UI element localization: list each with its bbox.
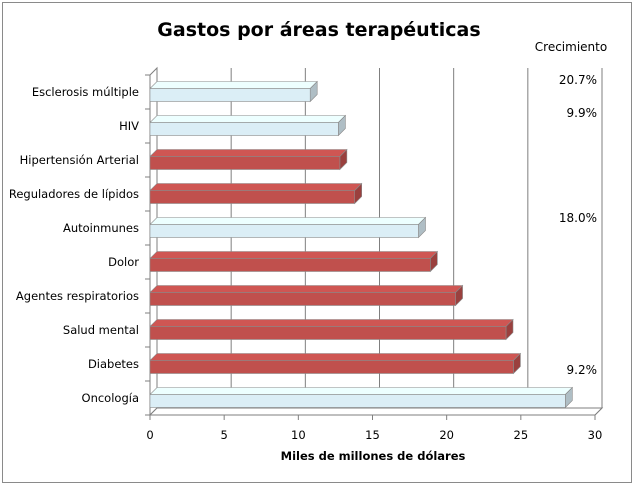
- growth-label: 18.0%: [559, 211, 597, 225]
- bar-front: [149, 156, 341, 170]
- bar: [149, 352, 522, 375]
- chart-title: Gastos por áreas terapéuticas: [157, 19, 480, 41]
- category-labels: Esclerosis múltiple HIV Hipertensión Arter…: [9, 85, 139, 405]
- growth-label: 9.9%: [567, 106, 598, 120]
- bar-top: [149, 251, 439, 259]
- bar-top: [149, 183, 363, 191]
- category-label: Autoinmunes: [63, 221, 139, 235]
- bar-front: [149, 224, 419, 238]
- category-label: Diabetes: [88, 357, 139, 371]
- bar-front: [149, 88, 311, 102]
- bar-top: [149, 115, 347, 123]
- bar-top: [149, 285, 464, 293]
- bar-top: [149, 319, 514, 327]
- bar: [149, 80, 318, 103]
- bar: [149, 182, 363, 205]
- x-tick-label: 0: [146, 428, 153, 442]
- x-tick-label: 30: [588, 428, 603, 442]
- bars: [149, 80, 574, 409]
- bar-top: [149, 387, 574, 395]
- growth-label: 20.7%: [559, 73, 597, 87]
- x-tick-label: 25: [514, 428, 529, 442]
- growth-labels: 20.7% 9.9% 18.0% 9.2%: [559, 73, 597, 377]
- x-tick-label: 10: [291, 428, 306, 442]
- category-label: Oncología: [82, 391, 139, 405]
- bar-front: [149, 258, 431, 272]
- category-label: Dolor: [108, 255, 139, 269]
- bar: [149, 250, 439, 273]
- bar-top: [149, 217, 427, 225]
- category-label: Salud mental: [63, 323, 139, 337]
- bar: [149, 318, 514, 341]
- bar-front: [149, 292, 456, 306]
- bar: [149, 386, 574, 409]
- x-tick-label: 5: [221, 428, 228, 442]
- category-label: Reguladores de lípidos: [9, 187, 139, 201]
- bar-top: [149, 149, 348, 157]
- bar-chart: Gastos por áreas terapéuticas Crecimient…: [9, 19, 607, 463]
- category-label: Hipertensión Arterial: [20, 153, 139, 167]
- tick-labels: 0 5 10 15 20 25 30: [146, 428, 602, 442]
- bar-top: [149, 353, 522, 361]
- bar: [149, 148, 348, 171]
- category-label: Esclerosis múltiple: [32, 85, 139, 99]
- bar: [149, 284, 464, 307]
- bar: [149, 216, 427, 239]
- chart-frame: Gastos por áreas terapéuticas Crecimient…: [2, 2, 632, 483]
- floor: [148, 407, 604, 416]
- bar-front: [149, 122, 339, 136]
- growth-label: 9.2%: [567, 363, 598, 377]
- x-tick-label: 20: [439, 428, 454, 442]
- x-axis-title: Miles de millones de dólares: [281, 449, 466, 463]
- category-label: Agentes respiratorios: [16, 289, 139, 303]
- bar: [149, 114, 347, 137]
- growth-header: Crecimiento: [535, 40, 607, 54]
- bar-front: [149, 360, 514, 374]
- bar-top: [149, 81, 318, 89]
- x-tick-label: 15: [365, 428, 380, 442]
- category-label: HIV: [119, 119, 139, 133]
- bar-front: [149, 326, 507, 340]
- bar-front: [149, 394, 566, 408]
- bar-front: [149, 190, 355, 204]
